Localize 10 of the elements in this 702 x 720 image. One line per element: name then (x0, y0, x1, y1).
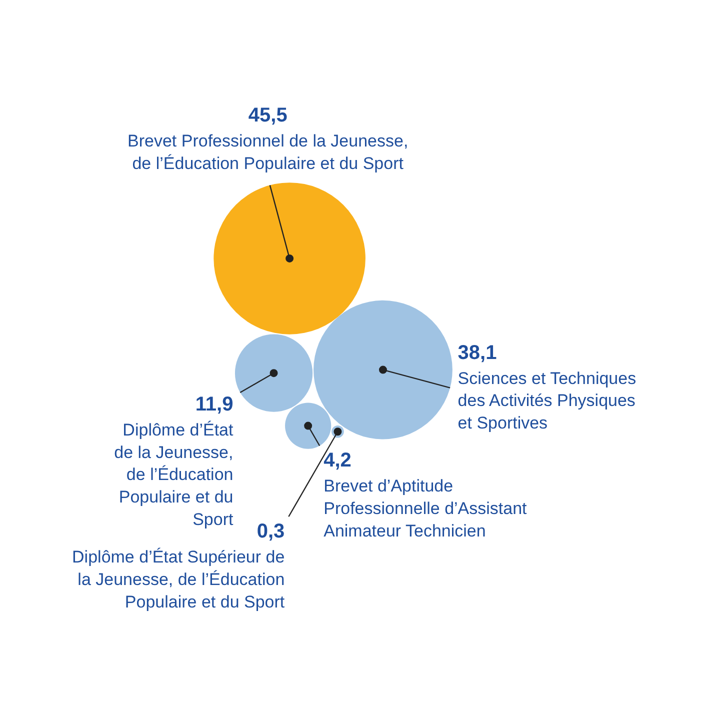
data-label: 4,2 (324, 450, 352, 472)
data-label: 38,1 (458, 342, 497, 364)
category-label: Sciences et Techniques des Activités Physiques et Sportives (458, 368, 636, 433)
data-label: 11,9 (195, 394, 234, 416)
category-label: Brevet Professionnel de la Jeunesse, de l’Éducation Populaire et du Sport (128, 131, 408, 173)
category-label: Diplôme d’État de la Jeunesse, de l’Éducation Populaire et du Sport (114, 420, 234, 529)
category-label: Diplôme d’État Supérieur de la Jeunesse, de l’Éducation Populaire et du Sport (72, 548, 285, 612)
data-label: 45,5 (248, 104, 288, 126)
category-label: Brevet d’Aptitude Professionnelle d’Assistant Animateur Technicien (324, 476, 528, 540)
data-label: 0,3 (256, 520, 285, 543)
